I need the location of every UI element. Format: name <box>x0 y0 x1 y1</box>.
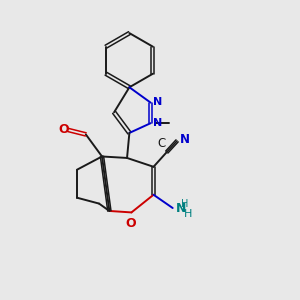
Text: H: H <box>181 200 188 209</box>
Text: N: N <box>176 202 186 214</box>
Text: O: O <box>125 217 136 230</box>
Text: C: C <box>157 137 165 150</box>
Text: N: N <box>153 118 162 128</box>
Text: N: N <box>179 133 189 146</box>
Text: H: H <box>184 209 192 220</box>
Text: N: N <box>153 97 162 107</box>
Text: O: O <box>58 123 69 136</box>
